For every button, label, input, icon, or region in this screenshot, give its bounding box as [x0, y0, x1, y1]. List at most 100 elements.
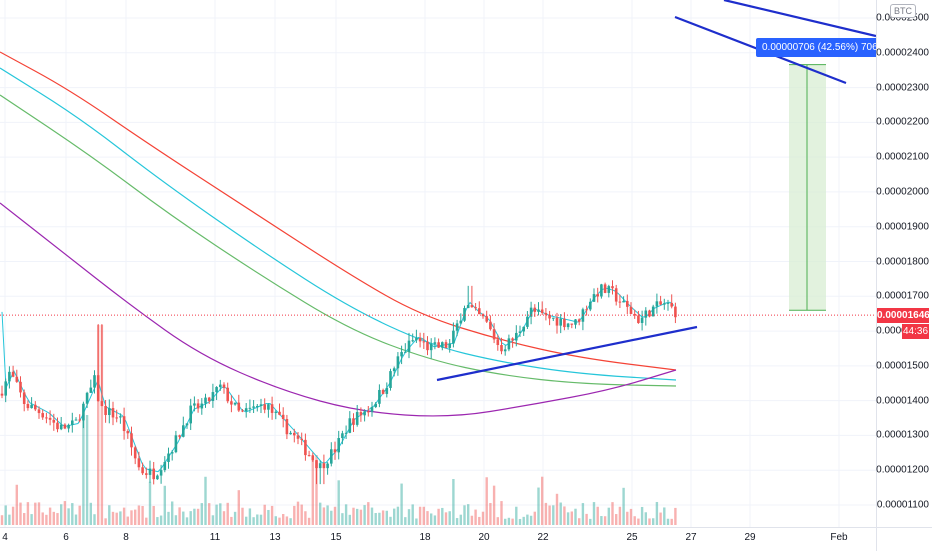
candle-body	[385, 387, 389, 394]
candle	[174, 430, 178, 454]
candle	[52, 413, 56, 431]
volume-bar	[415, 518, 418, 525]
price-tick-label: 0.00001900	[876, 221, 929, 233]
candle-body	[48, 417, 52, 420]
drawings	[0, 0, 876, 382]
candle	[15, 369, 19, 383]
candle	[544, 308, 548, 321]
candle	[67, 423, 70, 433]
volume-bar	[104, 518, 107, 525]
candle-body	[167, 453, 170, 462]
volume-bar	[159, 515, 163, 525]
volume-bar	[559, 502, 562, 525]
candle-body	[674, 306, 677, 318]
volume-bar	[19, 502, 22, 525]
candle-body	[411, 340, 414, 342]
price-chart[interactable]	[0, 0, 876, 527]
candle-body	[400, 352, 403, 357]
candle-body	[592, 294, 596, 302]
candle-body	[318, 463, 322, 469]
candle-body	[126, 431, 130, 434]
volume-bar	[74, 514, 78, 525]
candle-body	[293, 432, 296, 436]
volume-bar	[537, 487, 540, 525]
volume-bar	[23, 513, 26, 525]
candle-body	[230, 401, 233, 405]
candle	[404, 343, 407, 353]
time-tick-label: 27	[685, 532, 697, 543]
volume-bar	[30, 514, 33, 525]
price-scale[interactable]: 0.00002500 0.00002400 0.00002300 0.00002200…	[876, 0, 932, 527]
volume-bar	[4, 505, 7, 525]
candle-body	[307, 455, 311, 457]
candle-body	[96, 375, 100, 402]
candle-body	[322, 463, 326, 469]
candle-body	[629, 306, 633, 314]
moving-average-line	[0, 94, 677, 387]
volume-bars	[0, 325, 677, 525]
volume-bar	[63, 501, 67, 525]
volume-bar	[233, 511, 237, 525]
candle-body	[626, 300, 629, 307]
candle-body	[111, 408, 115, 418]
candle	[130, 426, 133, 456]
candle	[515, 325, 518, 347]
candle	[137, 451, 141, 471]
time-scale[interactable]: 4 6 8 11 13 15 18 20 22 25 27 29 Feb	[0, 527, 876, 551]
volume-bar	[404, 517, 407, 525]
candle-body	[93, 375, 96, 388]
candle-body	[200, 403, 204, 409]
candle	[307, 450, 311, 457]
candle-body	[326, 463, 329, 469]
candle-body	[559, 318, 562, 326]
candle	[474, 303, 477, 311]
volume-bar	[407, 509, 411, 525]
candle	[274, 410, 278, 420]
volume-bar	[674, 507, 677, 525]
candle-body	[444, 342, 448, 348]
chart-pane[interactable]: 0.00000706 (42.56%) 706	[0, 0, 876, 527]
support-trendline	[436, 325, 698, 382]
candle	[63, 423, 67, 430]
volume-bar	[670, 518, 673, 525]
candle	[370, 401, 374, 417]
candle-body	[278, 411, 281, 415]
candle-body	[37, 409, 41, 414]
candle-body	[156, 475, 159, 480]
candle-body	[452, 330, 455, 344]
candle	[385, 382, 389, 398]
volume-bar	[348, 514, 351, 525]
candle	[318, 460, 322, 485]
volume-bar	[570, 511, 573, 525]
candle-body	[189, 405, 192, 424]
volume-bar	[56, 513, 59, 525]
candle-body	[500, 345, 503, 352]
candle-body	[407, 340, 411, 352]
candle-body	[337, 438, 340, 453]
candle	[315, 460, 318, 485]
candle-body	[566, 323, 570, 328]
volume-bar	[563, 506, 566, 525]
volume-bar	[41, 512, 44, 525]
candle-body	[537, 309, 540, 312]
candle-body	[422, 341, 426, 343]
candle	[344, 425, 348, 440]
volume-bar	[148, 481, 152, 525]
volume-bar	[293, 505, 296, 525]
candle-body	[237, 402, 241, 411]
candle-body	[100, 401, 104, 406]
candle	[581, 307, 585, 331]
candle	[230, 395, 233, 413]
price-tick-label: 0.00001800	[876, 256, 929, 267]
candle	[322, 454, 326, 485]
volume-bar	[119, 511, 122, 525]
candle	[93, 370, 96, 394]
candle-body	[22, 392, 26, 405]
candle	[415, 329, 418, 343]
volume-bar	[441, 507, 444, 525]
measure-tool-label[interactable]: 0.00000706 (42.56%) 706	[756, 38, 876, 57]
candle	[248, 399, 252, 413]
candle-body	[330, 449, 333, 464]
candle-body	[644, 310, 648, 318]
volume-bar	[437, 508, 440, 525]
